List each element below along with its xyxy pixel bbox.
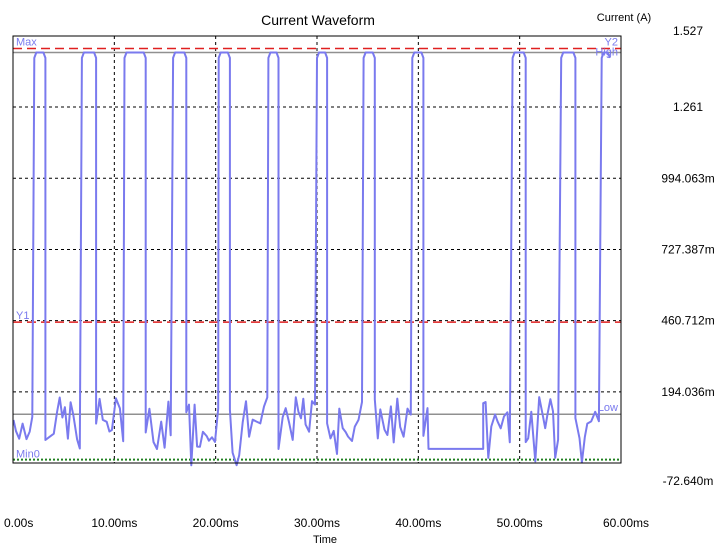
x-tick-labels: 0.00s 10.00ms 20.00ms 30.00ms 40.00ms 50.00ms… [4, 516, 649, 530]
x-tick-label: 0.00s [4, 516, 33, 530]
x-axis-title: Time [313, 534, 337, 546]
y-tick-label: 460.712m [661, 314, 714, 328]
x-tick-label: 50.00ms [497, 516, 543, 530]
x-tick-label: 40.00ms [395, 516, 441, 530]
y-tick-labels: 1.527 1.261 994.063m 727.387m 460.712m 194.03… [661, 24, 714, 488]
x-tick-label: 60.00ms [603, 516, 649, 530]
chart-title: Current Waveform [261, 12, 375, 28]
current-series-line [12, 51, 611, 467]
grid [13, 36, 621, 463]
series-layer [12, 51, 611, 467]
y-tick-label: 1.261 [673, 100, 703, 114]
x-tick-label: 20.00ms [193, 516, 239, 530]
y-tick-label: -72.640m [663, 474, 714, 488]
y-tick-label: 194.036m [661, 385, 714, 399]
marker-label: Max [16, 37, 37, 49]
plot-frame [12, 35, 622, 464]
y-tick-label: 994.063m [661, 171, 714, 185]
marker-label: Min0 [16, 449, 40, 461]
marker-label: Y2 [605, 37, 618, 49]
y-axis-title: Current (A) [597, 12, 651, 24]
x-tick-label: 30.00ms [294, 516, 340, 530]
y-tick-label: 727.387m [661, 242, 714, 256]
y-tick-label: 1.527 [673, 24, 703, 38]
marker-label: Low [598, 402, 618, 414]
x-tick-label: 10.00ms [91, 516, 137, 530]
marker-label: Y1 [16, 310, 29, 322]
